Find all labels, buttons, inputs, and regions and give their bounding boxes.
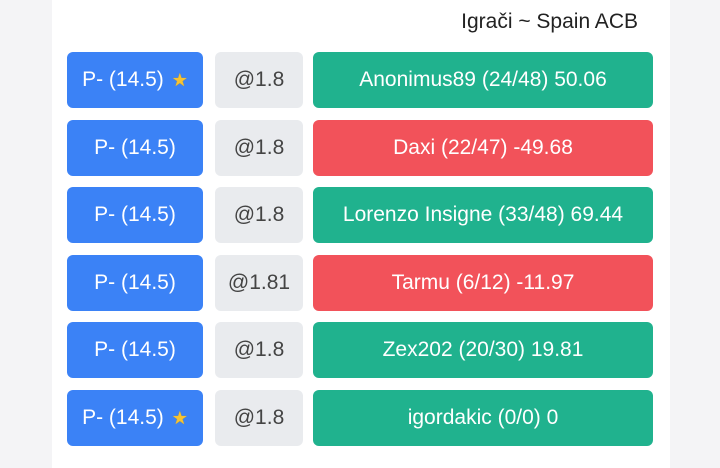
odds-badge[interactable]: @1.8 <box>215 390 303 446</box>
player-result-button[interactable]: Zex202 (20/30) 19.81 <box>313 322 653 378</box>
pick-label: P- (14.5) <box>94 271 176 294</box>
page-title: Igrači ~ Spain ACB <box>461 10 638 33</box>
player-result-button[interactable]: Lorenzo Insigne (33/48) 69.44 <box>313 187 653 243</box>
odds-badge[interactable]: @1.81 <box>215 255 303 311</box>
pick-button[interactable]: P- (14.5) ★ <box>67 52 203 108</box>
players-card: Igrači ~ Spain ACB P- (14.5) ★ @1.8 Anon… <box>52 0 670 468</box>
pick-button[interactable]: P- (14.5) <box>67 187 203 243</box>
pick-label: P- (14.5) <box>94 203 176 226</box>
pick-label: P- (14.5) <box>94 136 176 159</box>
pick-label: P- (14.5) <box>82 406 164 429</box>
odds-badge[interactable]: @1.8 <box>215 187 303 243</box>
pick-button[interactable]: P- (14.5) <box>67 322 203 378</box>
player-result-button[interactable]: Daxi (22/47) -49.68 <box>313 120 653 176</box>
player-result-button[interactable]: Tarmu (6/12) -11.97 <box>313 255 653 311</box>
pick-label: P- (14.5) <box>82 68 164 91</box>
star-icon: ★ <box>171 69 188 90</box>
star-icon: ★ <box>171 407 188 428</box>
pick-button[interactable]: P- (14.5) ★ <box>67 390 203 446</box>
pick-label: P- (14.5) <box>94 338 176 361</box>
odds-badge[interactable]: @1.8 <box>215 52 303 108</box>
pick-button[interactable]: P- (14.5) <box>67 255 203 311</box>
odds-badge[interactable]: @1.8 <box>215 120 303 176</box>
pick-button[interactable]: P- (14.5) <box>67 120 203 176</box>
odds-badge[interactable]: @1.8 <box>215 322 303 378</box>
player-result-button[interactable]: igordakic (0/0) 0 <box>313 390 653 446</box>
player-result-button[interactable]: Anonimus89 (24/48) 50.06 <box>313 52 653 108</box>
